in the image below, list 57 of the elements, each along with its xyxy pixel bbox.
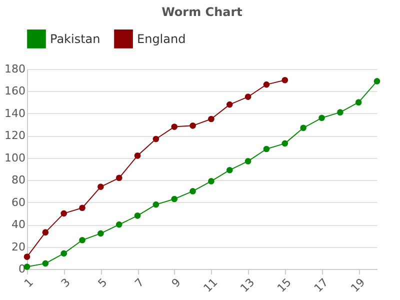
point: [171, 196, 178, 202]
legend-label: England: [137, 32, 186, 46]
x-tick-label: 1: [22, 276, 36, 290]
y-tick-label: 100: [4, 151, 26, 164]
point: [318, 114, 325, 122]
point: [226, 166, 233, 174]
point: [116, 221, 122, 228]
point: [42, 229, 49, 236]
point: [60, 250, 68, 257]
point: [244, 158, 252, 164]
point: [152, 201, 160, 208]
point: [171, 124, 178, 130]
x-tick-label: 7: [132, 276, 147, 290]
y-tick-label: 180: [4, 62, 26, 76]
point: [263, 81, 270, 88]
point: [282, 140, 288, 147]
point: [24, 254, 30, 260]
y-tick-label: 60: [12, 196, 26, 209]
y-tick-label: 80: [12, 174, 26, 187]
point: [208, 116, 214, 122]
y-tick-label: 40: [12, 218, 26, 232]
y-tick-label: 140: [4, 106, 26, 120]
point: [134, 152, 141, 159]
point: [208, 178, 214, 184]
x-tick-label: 3: [58, 276, 73, 290]
point: [190, 122, 196, 129]
x-tick-label: 17: [312, 276, 331, 295]
point: [116, 174, 122, 182]
point: [282, 76, 288, 84]
x-tick-label: 15: [274, 276, 294, 295]
point: [355, 99, 362, 106]
point: [152, 136, 160, 142]
point: [190, 188, 196, 194]
y-tick-label: 160: [4, 84, 26, 98]
point: [263, 146, 270, 152]
y-tick-label: 120: [4, 129, 26, 142]
x-tick-label: 5: [96, 276, 110, 290]
chart-title: Worm Chart: [162, 5, 243, 19]
x-tick-label: 9: [169, 276, 184, 290]
point: [60, 210, 68, 217]
point: [336, 109, 344, 116]
y-tick-label: 20: [12, 240, 26, 254]
point: [98, 184, 104, 190]
point: [79, 204, 86, 212]
legend-label: Pakistan: [50, 32, 100, 46]
point: [79, 236, 86, 244]
x-tick-label: 11: [201, 276, 220, 295]
point: [42, 260, 49, 267]
point: [134, 212, 141, 219]
x-tick-label: 19: [348, 276, 368, 295]
y-tick-label: 0: [18, 262, 26, 276]
point: [226, 101, 233, 108]
point: [98, 230, 104, 237]
x-tick-label: 13: [238, 276, 258, 295]
point: [374, 78, 380, 84]
point: [244, 94, 252, 100]
point: [300, 124, 306, 132]
